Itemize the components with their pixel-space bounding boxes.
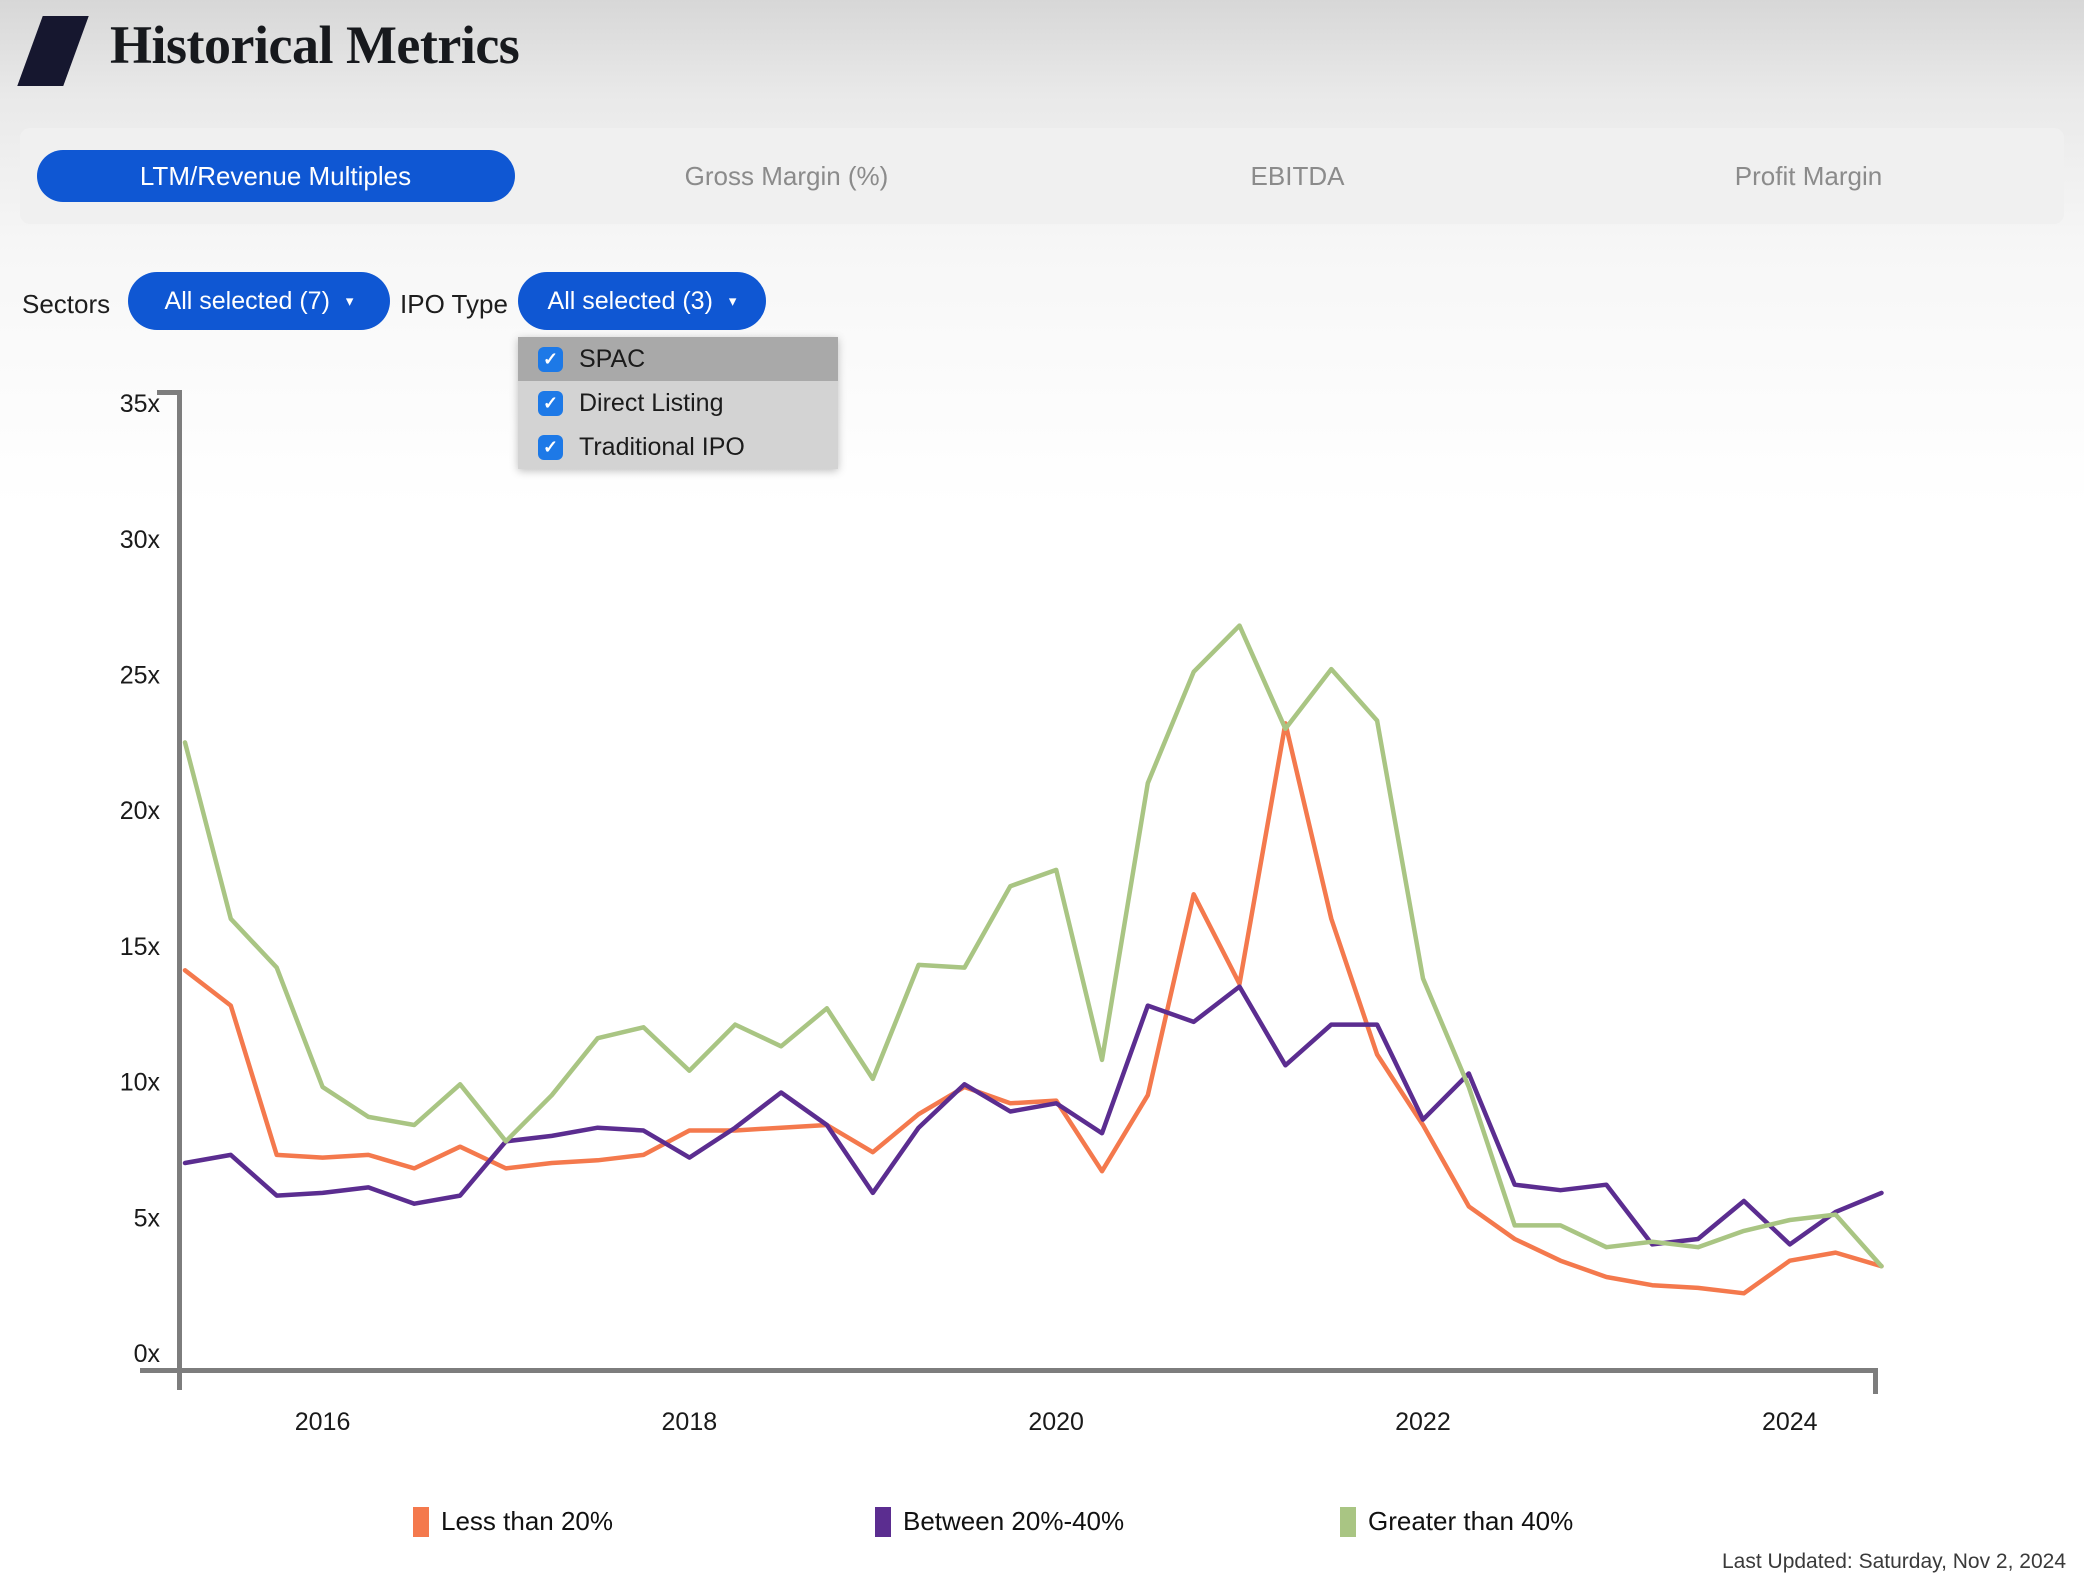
metric-tabbar: LTM/Revenue Multiples Gross Margin (%) E… (20, 128, 2064, 224)
checkbox-checked-icon[interactable]: ✓ (538, 434, 563, 460)
sectors-dropdown-value: All selected (7) (164, 286, 330, 315)
last-updated-text: Last Updated: Saturday, Nov 2, 2024 (1722, 1550, 2066, 1573)
ipo-type-dropdown[interactable]: All selected (3) ▾ (518, 272, 766, 330)
svg-text:30x: 30x (120, 526, 161, 554)
menu-item-traditional-ipo[interactable]: ✓ Traditional IPO (518, 425, 838, 469)
tab-ebitda[interactable]: EBITDA (1250, 160, 1345, 191)
svg-text:0x: 0x (134, 1340, 161, 1368)
checkbox-checked-icon[interactable]: ✓ (538, 346, 563, 372)
svg-text:2024: 2024 (1762, 1408, 1818, 1436)
tab-profit-margin[interactable]: Profit Margin (1734, 160, 1883, 191)
legend-item-between-20-40: Between 20%-40% (875, 1506, 1124, 1537)
svg-text:5x: 5x (134, 1204, 161, 1232)
series-line-between-20-40- (182, 984, 1884, 1247)
legend-swatch-orange (413, 1506, 429, 1537)
menu-item-label: Direct Listing (579, 388, 724, 417)
menu-item-direct-listing[interactable]: ✓ Direct Listing (518, 381, 838, 425)
menu-item-label: SPAC (579, 344, 646, 373)
sectors-filter-label: Sectors (22, 289, 111, 319)
svg-text:15x: 15x (120, 933, 161, 961)
svg-text:2016: 2016 (295, 1408, 351, 1436)
checkbox-checked-icon[interactable]: ✓ (538, 390, 563, 416)
legend-label: Greater than 40% (1368, 1506, 1574, 1536)
svg-text:2022: 2022 (1395, 1408, 1451, 1436)
svg-text:20x: 20x (120, 797, 161, 825)
chevron-down-icon: ▾ (728, 292, 737, 310)
svg-text:10x: 10x (120, 1069, 161, 1097)
series-line-greater-than-40- (182, 623, 1884, 1269)
svg-text:25x: 25x (120, 662, 161, 690)
legend-item-less-than-20: Less than 20% (413, 1506, 613, 1537)
chevron-down-icon: ▾ (345, 292, 354, 310)
ipo-type-dropdown-value: All selected (3) (547, 286, 713, 315)
svg-text:2020: 2020 (1028, 1408, 1084, 1436)
page-title: Historical Metrics (110, 15, 520, 75)
sectors-dropdown[interactable]: All selected (7) ▾ (128, 272, 390, 330)
legend-swatch-purple (875, 1506, 891, 1537)
series-line-less-than-20- (182, 721, 1884, 1296)
ipo-type-filter-label: IPO Type (400, 289, 508, 319)
legend-swatch-green (1340, 1506, 1356, 1537)
menu-item-label: Traditional IPO (579, 432, 745, 461)
menu-item-spac[interactable]: ✓ SPAC (518, 337, 838, 381)
ipo-type-dropdown-menu: ✓ SPAC ✓ Direct Listing ✓ Traditional IP… (518, 337, 838, 469)
svg-text:2018: 2018 (662, 1408, 718, 1436)
legend-label: Between 20%-40% (903, 1506, 1125, 1536)
legend-item-greater-than-40: Greater than 40% (1340, 1506, 1573, 1537)
legend-label: Less than 20% (441, 1506, 614, 1536)
tab-ltm-revenue-multiples[interactable]: LTM/Revenue Multiples (36, 150, 515, 202)
tab-gross-margin[interactable]: Gross Margin (%) (684, 160, 889, 191)
line-chart: 0x 5x 10x 15x 20x 25x 30x 35x 2016 2018 2020 2022 20… (120, 390, 1884, 1436)
svg-text:35x: 35x (120, 390, 161, 418)
